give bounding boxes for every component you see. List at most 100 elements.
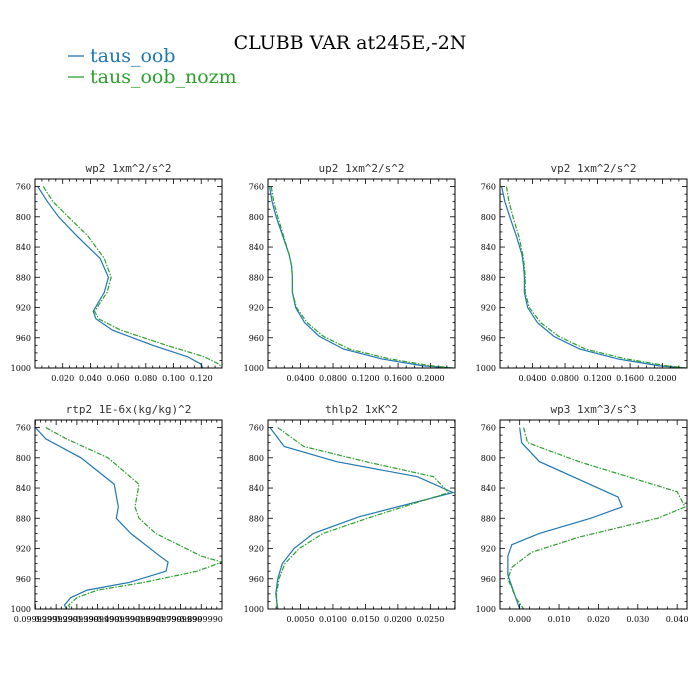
y-tick-label: 760 [16,424,31,433]
series-line-taus-oob-nozm [275,427,450,609]
y-tick-label: 920 [16,304,31,313]
series-line-taus-oob-nozm [42,186,222,368]
legend-label-1: taus_oob [90,45,176,67]
y-tick-label: 840 [481,243,496,252]
x-tick-label: 0.030 [626,615,649,624]
x-tick-label: 0.5999990 [117,615,160,624]
y-tick-label: 880 [16,273,31,282]
x-tick-label: 0.6999990 [138,615,181,624]
x-tick-label: 0.0200 [384,615,412,624]
x-tick-label: 0.020 [51,374,74,383]
x-tick-label: 0.080 [134,374,157,383]
x-tick-label: 0.060 [107,374,130,383]
y-tick-label: 880 [481,514,496,523]
panel-title: thlp2 1xK^2 [325,403,398,416]
y-tick-label: 1000 [476,364,496,373]
x-tick-label: 0.1200 [584,374,612,383]
panel-5: thlp2 1xK^2 760 800 840 880 920 960 1000 0.0050 0… [244,403,456,624]
y-tick-label: 960 [16,575,31,584]
y-tick-label: 960 [16,334,31,343]
y-tick-label: 760 [249,183,264,192]
y-tick-label: 920 [16,545,31,554]
x-tick-label: 0.4999990 [97,615,140,624]
y-tick-label: 880 [249,273,264,282]
series-line-taus-oob [37,186,204,368]
y-tick-label: 1000 [244,605,264,614]
series-line-taus-oob-nozm [45,427,222,609]
figure-title: CLUBB VAR at245E,-2N [234,32,467,54]
y-tick-label: 800 [16,454,31,463]
x-tick-label: 0.0999999 [14,615,57,624]
x-tick-label: 0.000 [508,615,531,624]
panel-title: wp2 1xm^2/s^2 [85,162,171,175]
plot-frame [34,178,223,369]
y-tick-label: 920 [249,545,264,554]
panel-3: vp2 1xm^2/s^2 760 800 840 880 920 960 1000 0.040… [476,162,688,383]
x-tick-label: 0.100 [162,374,185,383]
panel-title: rtp2 1E-6x(kg/kg)^2 [66,403,192,416]
x-tick-label: 0.3999990 [76,615,119,624]
y-tick-label: 760 [249,424,264,433]
y-tick-label: 760 [481,183,496,192]
x-tick-label: 0.2000 [649,374,677,383]
y-tick-label: 960 [481,575,496,584]
x-tick-label: 0.0050 [286,615,314,624]
x-tick-label: 0.1600 [384,374,412,383]
y-tick-label: 840 [16,243,31,252]
x-tick-label: 0.020 [587,615,610,624]
y-tick-label: 800 [249,213,264,222]
panel-2: up2 1xm^2/s^2 760 800 840 880 920 960 1000 0.040… [244,162,456,383]
x-tick-label: 0.7999990 [159,615,202,624]
panel-title: wp3 1xm^3/s^3 [550,403,636,416]
y-tick-label: 840 [249,484,264,493]
legend-label-2: taus_oob_nozm [90,66,237,88]
series-line-taus-oob-nozm [270,186,454,368]
panel-4: rtp2 1E-6x(kg/kg)^2 760 800 840 880 920 960 100… [11,403,223,624]
plot-frame [267,419,456,610]
x-tick-label: 0.2999990 [35,615,78,624]
y-tick-label: 920 [481,545,496,554]
y-tick-label: 920 [249,304,264,313]
x-tick-label: 0.010 [548,615,571,624]
x-tick-label: 0.0150 [351,615,379,624]
y-tick-label: 840 [16,484,31,493]
series-line-taus-oob [507,427,623,609]
x-tick-label: 0.0400 [287,374,315,383]
series-line-taus-oob [269,186,451,368]
y-tick-label: 920 [481,304,496,313]
series-line-taus-oob-nozm [505,186,687,368]
y-tick-label: 880 [16,514,31,523]
series-line-taus-oob [501,186,686,368]
y-tick-label: 960 [481,334,496,343]
x-tick-label: 0.0100 [319,615,347,624]
y-tick-label: 840 [481,484,496,493]
panel-6: wp3 1xm^3/s^3 760 800 840 880 920 960 1000 0.000… [476,403,689,624]
y-tick-label: 960 [249,334,264,343]
x-tick-label: 0.040 [79,374,102,383]
plot-frame [267,178,456,369]
x-tick-label: 0.040 [666,615,689,624]
x-tick-label: 0.0400 [519,374,547,383]
series-line-taus-oob [269,427,455,609]
y-tick-label: 1000 [11,605,31,614]
y-tick-label: 1000 [11,364,31,373]
y-tick-label: 960 [249,575,264,584]
panel-1: wp2 1xm^2/s^2 760 800 840 880 920 960 1000 0.020… [11,162,223,383]
x-tick-label: 0.1600 [616,374,644,383]
x-tick-label: 0.2000 [417,374,445,383]
x-tick-label: 0.8999990 [180,615,223,624]
y-tick-label: 800 [481,454,496,463]
x-tick-label: 0.1200 [352,374,380,383]
plot-frame [499,419,688,610]
y-tick-label: 800 [249,454,264,463]
y-tick-label: 800 [16,213,31,222]
y-tick-label: 1000 [476,605,496,614]
series-line-taus-oob-nozm [507,427,686,609]
panel-title: up2 1xm^2/s^2 [318,162,404,175]
y-tick-label: 760 [481,424,496,433]
plot-frame [499,178,688,369]
x-tick-label: 0.0800 [551,374,579,383]
y-tick-label: 840 [249,243,264,252]
